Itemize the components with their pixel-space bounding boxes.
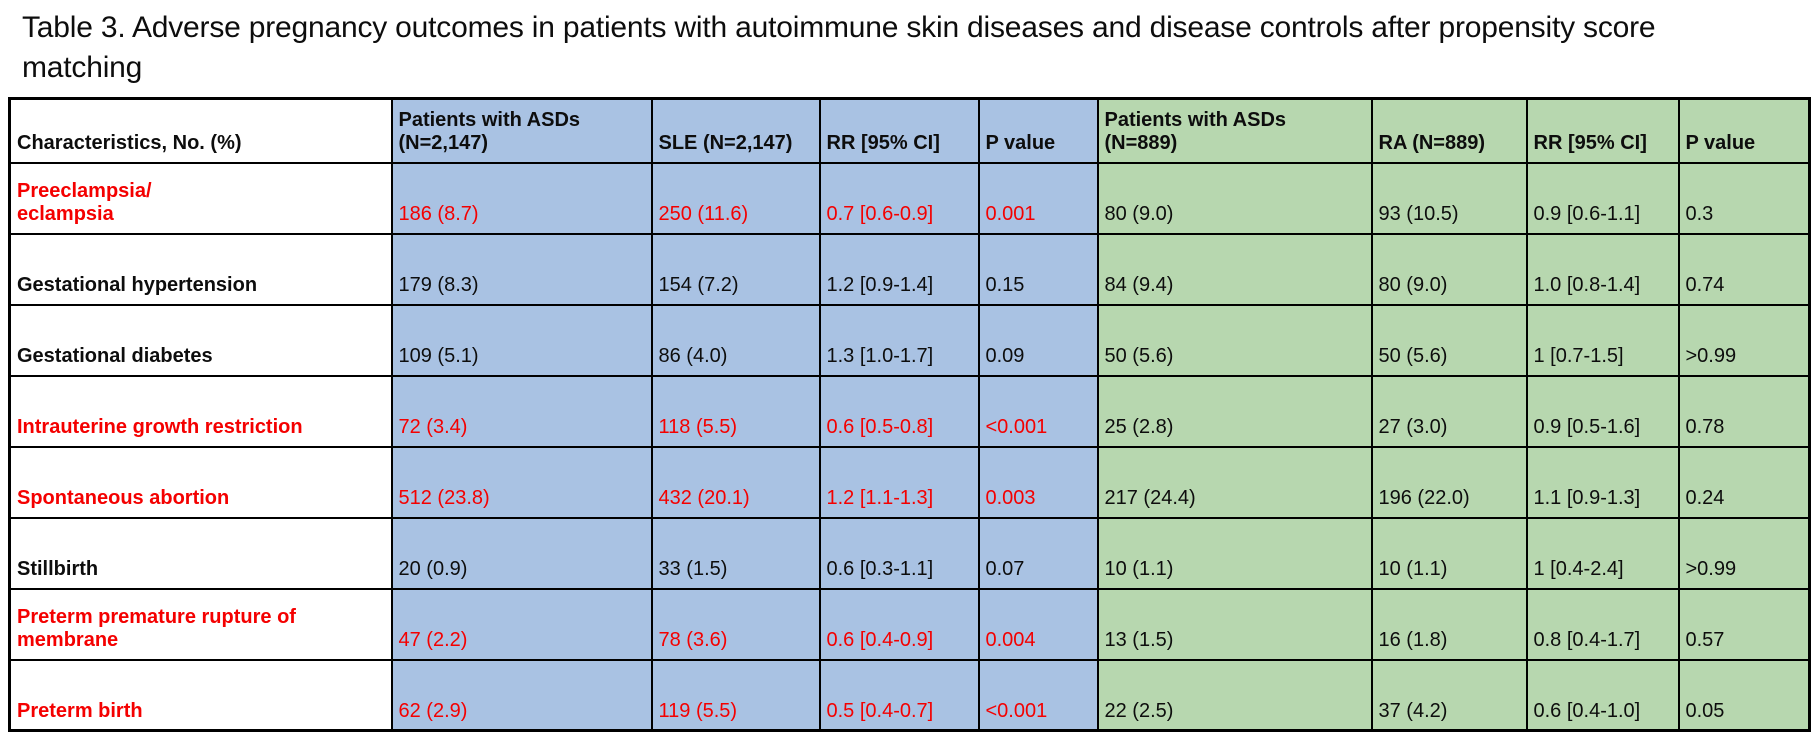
row-label: Preterm premature rupture of membrane — [8, 587, 393, 661]
cell-pvalue-sle: 0.07 — [977, 516, 1099, 590]
cell-rr-ra: 1 [0.7-1.5] — [1525, 303, 1680, 377]
cell-asd-ra-count: 13 (1.5) — [1096, 587, 1373, 661]
column-header-characteristics: Characteristics, No. (%) — [8, 97, 393, 164]
cell-pvalue-sle: 0.001 — [977, 161, 1099, 235]
cell-rr-ra: 0.9 [0.6-1.1] — [1525, 161, 1680, 235]
cell-pvalue-sle: 0.004 — [977, 587, 1099, 661]
table-row-preterm-birth: Preterm birth 62 (2.9) 119 (5.5) 0.5 [0.… — [8, 658, 1811, 732]
cell-asd-sle-count: 62 (2.9) — [390, 658, 653, 732]
column-header-sle: SLE (N=2,147) — [650, 97, 821, 164]
cell-sle-count: 118 (5.5) — [650, 374, 821, 448]
cell-ra-count: 16 (1.8) — [1370, 587, 1528, 661]
column-header-pvalue-ra: P value — [1677, 97, 1811, 164]
row-label: Spontaneous abortion — [8, 445, 393, 519]
cell-rr-ra: 0.6 [0.4-1.0] — [1525, 658, 1680, 732]
cell-pvalue-sle: 0.09 — [977, 303, 1099, 377]
cell-rr-ra: 0.8 [0.4-1.7] — [1525, 587, 1680, 661]
outcomes-table: Characteristics, No. (%) Patients with A… — [8, 97, 1811, 733]
column-header-rr-sle: RR [95% CI] — [818, 97, 980, 164]
cell-asd-sle-count: 47 (2.2) — [390, 587, 653, 661]
cell-pvalue-ra: 0.05 — [1677, 658, 1811, 732]
cell-ra-count: 50 (5.6) — [1370, 303, 1528, 377]
cell-sle-count: 119 (5.5) — [650, 658, 821, 732]
cell-sle-count: 432 (20.1) — [650, 445, 821, 519]
cell-ra-count: 80 (9.0) — [1370, 232, 1528, 306]
cell-rr-ra: 1 [0.4-2.4] — [1525, 516, 1680, 590]
cell-asd-sle-count: 20 (0.9) — [390, 516, 653, 590]
cell-sle-count: 154 (7.2) — [650, 232, 821, 306]
table-row-gestational-diabetes: Gestational diabetes 109 (5.1) 86 (4.0) … — [8, 303, 1811, 377]
cell-pvalue-ra: 0.3 — [1677, 161, 1811, 235]
table-row-preeclampsia-eclampsia: Preeclampsia/ eclampsia 186 (8.7) 250 (1… — [8, 161, 1811, 235]
cell-asd-sle-count: 72 (3.4) — [390, 374, 653, 448]
table-row-stillbirth: Stillbirth 20 (0.9) 33 (1.5) 0.6 [0.3-1.… — [8, 516, 1811, 590]
cell-pvalue-ra: 0.24 — [1677, 445, 1811, 519]
cell-ra-count: 10 (1.1) — [1370, 516, 1528, 590]
table-row-spontaneous-abortion: Spontaneous abortion 512 (23.8) 432 (20.… — [8, 445, 1811, 519]
cell-rr-sle: 0.6 [0.5-0.8] — [818, 374, 980, 448]
cell-rr-sle: 1.3 [1.0-1.7] — [818, 303, 980, 377]
header-row: Characteristics, No. (%) Patients with A… — [8, 97, 1811, 164]
cell-sle-count: 78 (3.6) — [650, 587, 821, 661]
row-label: Preterm birth — [8, 658, 393, 732]
cell-ra-count: 37 (4.2) — [1370, 658, 1528, 732]
table-row-preterm-premature-rupture-of-membrane: Preterm premature rupture of membrane 47… — [8, 587, 1811, 661]
cell-sle-count: 250 (11.6) — [650, 161, 821, 235]
cell-asd-ra-count: 84 (9.4) — [1096, 232, 1373, 306]
cell-asd-ra-count: 10 (1.1) — [1096, 516, 1373, 590]
column-header-asd-sle-n: Patients with ASDs (N=2,147) — [390, 97, 653, 164]
row-label: Intrauterine growth restriction — [8, 374, 393, 448]
row-label: Preeclampsia/ eclampsia — [8, 161, 393, 235]
cell-pvalue-ra: >0.99 — [1677, 303, 1811, 377]
row-label: Gestational diabetes — [8, 303, 393, 377]
cell-asd-ra-count: 50 (5.6) — [1096, 303, 1373, 377]
cell-sle-count: 33 (1.5) — [650, 516, 821, 590]
cell-pvalue-ra: 0.57 — [1677, 587, 1811, 661]
cell-asd-ra-count: 217 (24.4) — [1096, 445, 1373, 519]
cell-sle-count: 86 (4.0) — [650, 303, 821, 377]
cell-pvalue-ra: >0.99 — [1677, 516, 1811, 590]
table-row-intrauterine-growth-restriction: Intrauterine growth restriction 72 (3.4)… — [8, 374, 1811, 448]
cell-asd-ra-count: 25 (2.8) — [1096, 374, 1373, 448]
cell-asd-sle-count: 186 (8.7) — [390, 161, 653, 235]
column-header-pvalue-sle: P value — [977, 97, 1099, 164]
cell-rr-sle: 0.6 [0.4-0.9] — [818, 587, 980, 661]
cell-pvalue-ra: 0.74 — [1677, 232, 1811, 306]
row-label: Stillbirth — [8, 516, 393, 590]
column-header-ra: RA (N=889) — [1370, 97, 1528, 164]
cell-rr-sle: 0.6 [0.3-1.1] — [818, 516, 980, 590]
cell-asd-sle-count: 179 (8.3) — [390, 232, 653, 306]
column-header-rr-ra: RR [95% CI] — [1525, 97, 1680, 164]
cell-rr-sle: 1.2 [1.1-1.3] — [818, 445, 980, 519]
cell-rr-sle: 0.5 [0.4-0.7] — [818, 658, 980, 732]
cell-pvalue-sle: <0.001 — [977, 374, 1099, 448]
cell-ra-count: 93 (10.5) — [1370, 161, 1528, 235]
table-title: Table 3. Adverse pregnancy outcomes in p… — [22, 11, 1656, 84]
cell-asd-sle-count: 109 (5.1) — [390, 303, 653, 377]
cell-pvalue-ra: 0.78 — [1677, 374, 1811, 448]
cell-asd-ra-count: 80 (9.0) — [1096, 161, 1373, 235]
cell-rr-sle: 0.7 [0.6-0.9] — [818, 161, 980, 235]
cell-ra-count: 196 (22.0) — [1370, 445, 1528, 519]
table-row-gestational-hypertension: Gestational hypertension 179 (8.3) 154 (… — [8, 232, 1811, 306]
row-label: Gestational hypertension — [8, 232, 393, 306]
cell-asd-ra-count: 22 (2.5) — [1096, 658, 1373, 732]
cell-rr-ra: 1.1 [0.9-1.3] — [1525, 445, 1680, 519]
cell-rr-ra: 1.0 [0.8-1.4] — [1525, 232, 1680, 306]
column-header-asd-ra-n: Patients with ASDs (N=889) — [1096, 97, 1373, 164]
cell-pvalue-sle: 0.15 — [977, 232, 1099, 306]
cell-pvalue-sle: 0.003 — [977, 445, 1099, 519]
cell-pvalue-sle: <0.001 — [977, 658, 1099, 732]
cell-rr-ra: 0.9 [0.5-1.6] — [1525, 374, 1680, 448]
cell-ra-count: 27 (3.0) — [1370, 374, 1528, 448]
cell-rr-sle: 1.2 [0.9-1.4] — [818, 232, 980, 306]
cell-asd-sle-count: 512 (23.8) — [390, 445, 653, 519]
